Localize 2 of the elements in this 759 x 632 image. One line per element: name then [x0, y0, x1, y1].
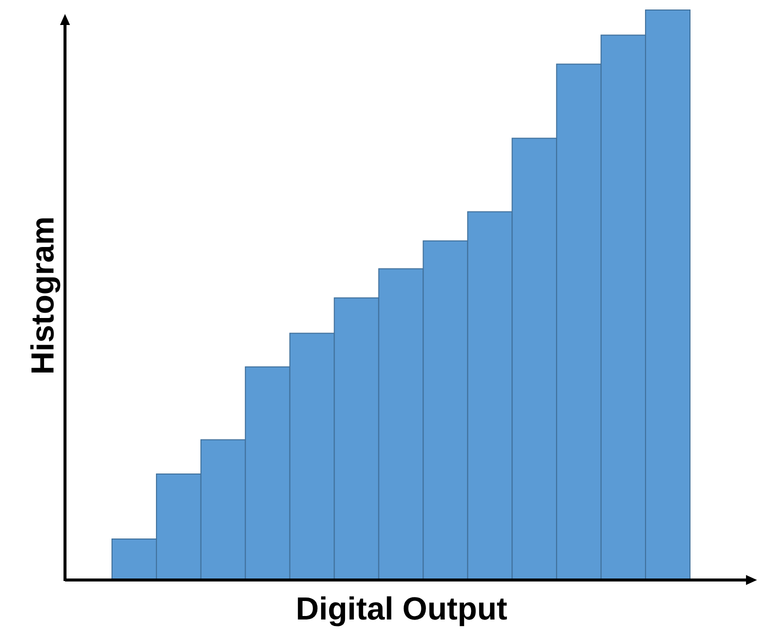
y-axis-title: Histogram: [24, 216, 60, 375]
x-axis-title: Digital Output: [296, 590, 508, 626]
